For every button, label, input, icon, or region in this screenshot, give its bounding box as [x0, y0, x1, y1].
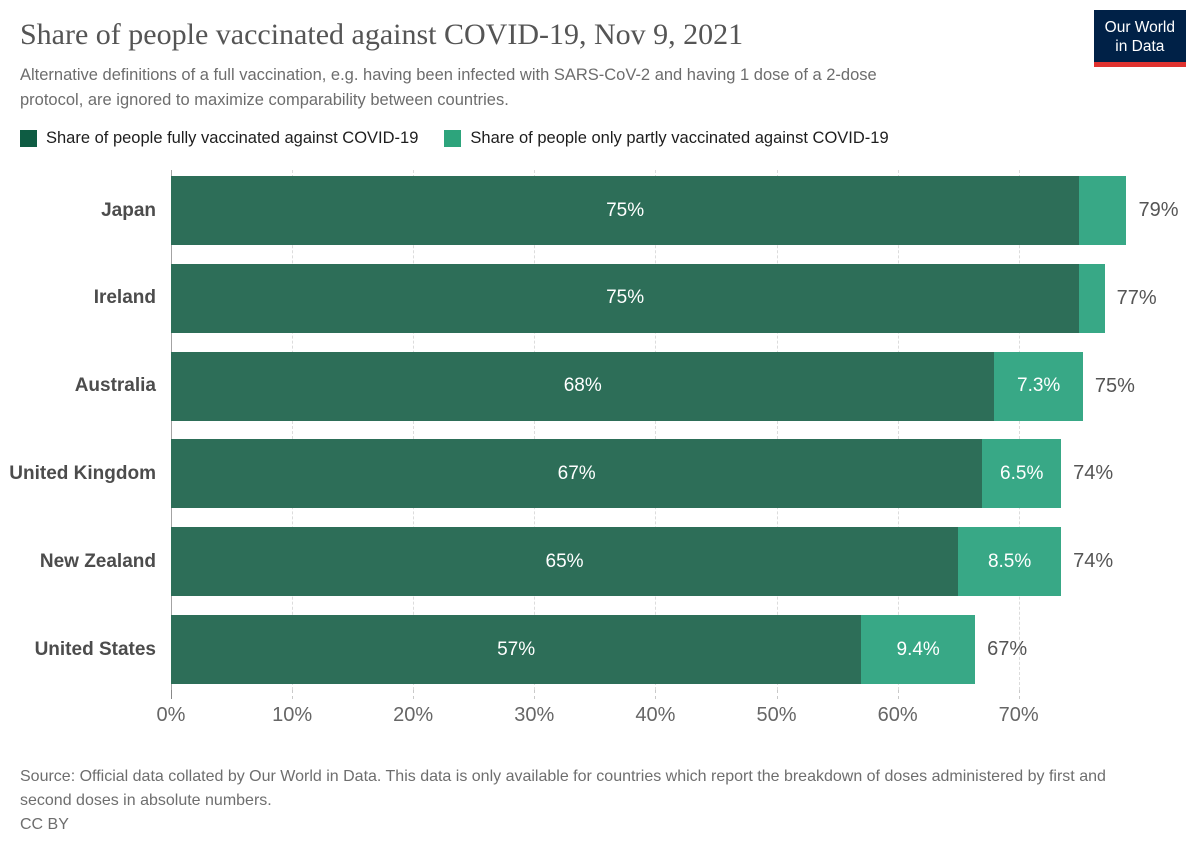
gridline	[534, 170, 536, 690]
source-note: Source: Official data collated by Our Wo…	[20, 768, 1106, 809]
logo-line2: in Data	[1115, 38, 1165, 55]
license-note: CC BY	[20, 816, 69, 833]
legend-swatch-partly-icon	[444, 130, 462, 147]
gridline	[1018, 170, 1020, 690]
x-tick-label: 0%	[156, 704, 186, 726]
total-label: 74%	[1073, 550, 1114, 573]
legend: Share of people fully vaccinated against…	[20, 129, 889, 148]
country-label: Ireland	[93, 287, 156, 309]
x-tick-label: 60%	[877, 704, 918, 726]
gridline	[292, 170, 294, 690]
chart-footer: Source: Official data collated by Our Wo…	[20, 765, 1130, 837]
total-label: 67%	[987, 638, 1028, 660]
chart-subtitle: Alternative definitions of a full vaccin…	[20, 66, 877, 109]
bar-segment-fully: 75%	[171, 263, 1080, 333]
bar-value-label: 8.5%	[987, 550, 1032, 572]
owid-logo: Our World in Data	[1093, 10, 1186, 67]
total-label: 75%	[1094, 374, 1135, 397]
axis-tick-icon	[776, 690, 778, 699]
gridline	[413, 170, 415, 690]
legend-swatch-fully-icon	[20, 130, 37, 147]
y-axis-line	[171, 170, 172, 690]
axis-tick-icon	[534, 690, 536, 699]
bar-segment-partly	[1079, 176, 1127, 245]
axis-tick-icon	[292, 690, 294, 699]
bar-value-label: 75%	[606, 199, 645, 221]
x-tick-label: 30%	[514, 704, 555, 726]
x-tick-label: 70%	[998, 704, 1039, 726]
bar-value-label: 68%	[563, 375, 602, 397]
legend-item-partly: Share of people only partly vaccinated a…	[444, 129, 889, 148]
bar-segment-fully: 67%	[171, 439, 983, 509]
bar-segment-fully: 68%	[171, 351, 995, 421]
legend-label-fully: Share of people fully vaccinated against…	[46, 129, 419, 147]
bar-segment-fully: 65%	[171, 527, 959, 597]
axis-tick-icon	[1018, 690, 1020, 699]
bar-segment-partly: 9.4%	[861, 615, 976, 684]
gridline	[776, 170, 778, 690]
bar-value-label: 6.5%	[1000, 462, 1044, 484]
axis-tick-icon	[655, 690, 657, 699]
axis-tick-icon	[413, 690, 415, 699]
bar-segment-fully: 75%	[171, 176, 1080, 245]
legend-item-fully: Share of people fully vaccinated against…	[20, 129, 418, 148]
axis-tick-icon	[897, 690, 899, 699]
legend-label-partly: Share of people only partly vaccinated a…	[470, 129, 889, 147]
total-label: 79%	[1138, 199, 1179, 221]
country-label: Australia	[74, 375, 156, 397]
x-tick-label: 10%	[272, 704, 313, 726]
bar-value-label: 75%	[606, 287, 645, 309]
country-label: United Kingdom	[9, 462, 156, 484]
bar-value-label: 9.4%	[896, 638, 940, 660]
country-label: New Zealand	[39, 550, 156, 572]
logo-line1: Our World	[1104, 19, 1175, 36]
x-tick-label: 40%	[635, 704, 676, 726]
bar-segment-partly: 8.5%	[958, 527, 1062, 597]
chart-title: Share of people vaccinated against COVID…	[20, 18, 744, 51]
bar-value-label: 7.3%	[1017, 375, 1061, 397]
x-tick-label: 50%	[756, 704, 797, 726]
bar-segment-fully: 57%	[171, 615, 862, 684]
bar-value-label: 57%	[497, 638, 536, 660]
gridline	[655, 170, 657, 690]
bar-value-label: 65%	[545, 550, 584, 572]
x-tick-label: 20%	[393, 704, 434, 726]
bar-segment-partly: 6.5%	[982, 439, 1062, 509]
total-label: 77%	[1116, 286, 1157, 309]
gridline	[897, 170, 899, 690]
country-label: United States	[34, 638, 156, 660]
total-label: 74%	[1073, 462, 1114, 485]
bar-segment-partly: 7.3%	[994, 351, 1083, 421]
bar-value-label: 67%	[557, 462, 596, 484]
country-label: Japan	[101, 199, 156, 221]
bar-segment-partly	[1079, 263, 1105, 333]
axis-tick-icon	[171, 690, 172, 699]
